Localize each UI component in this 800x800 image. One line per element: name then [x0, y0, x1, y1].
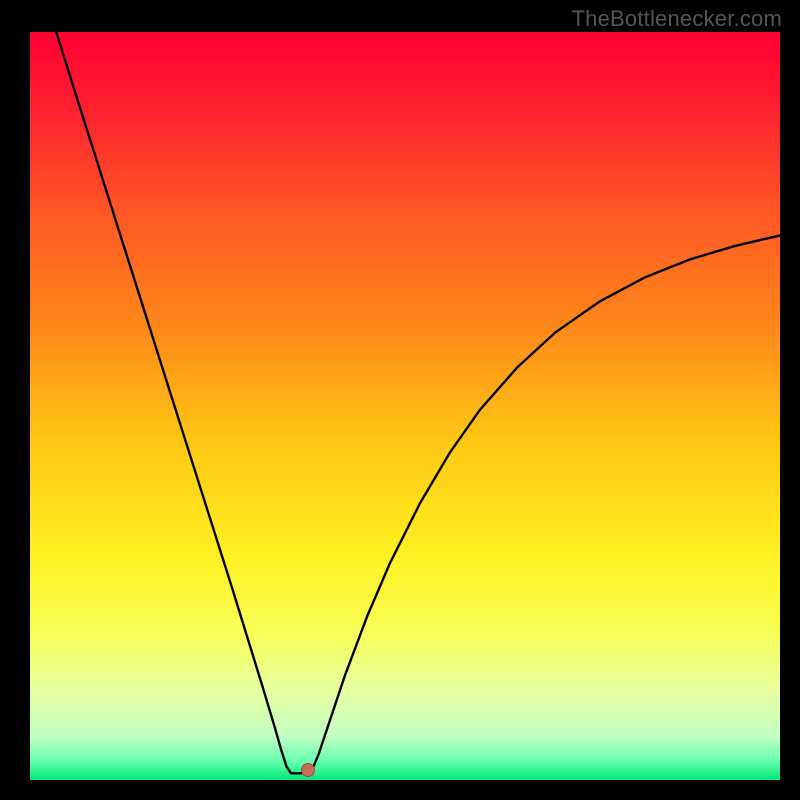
bottleneck-curve: [30, 32, 780, 780]
chart-container: TheBottlenecker.com: [0, 0, 800, 800]
watermark-text: TheBottlenecker.com: [572, 6, 782, 32]
curve-path: [56, 32, 780, 773]
plot-area: [30, 32, 780, 780]
minimum-marker: [301, 763, 315, 777]
